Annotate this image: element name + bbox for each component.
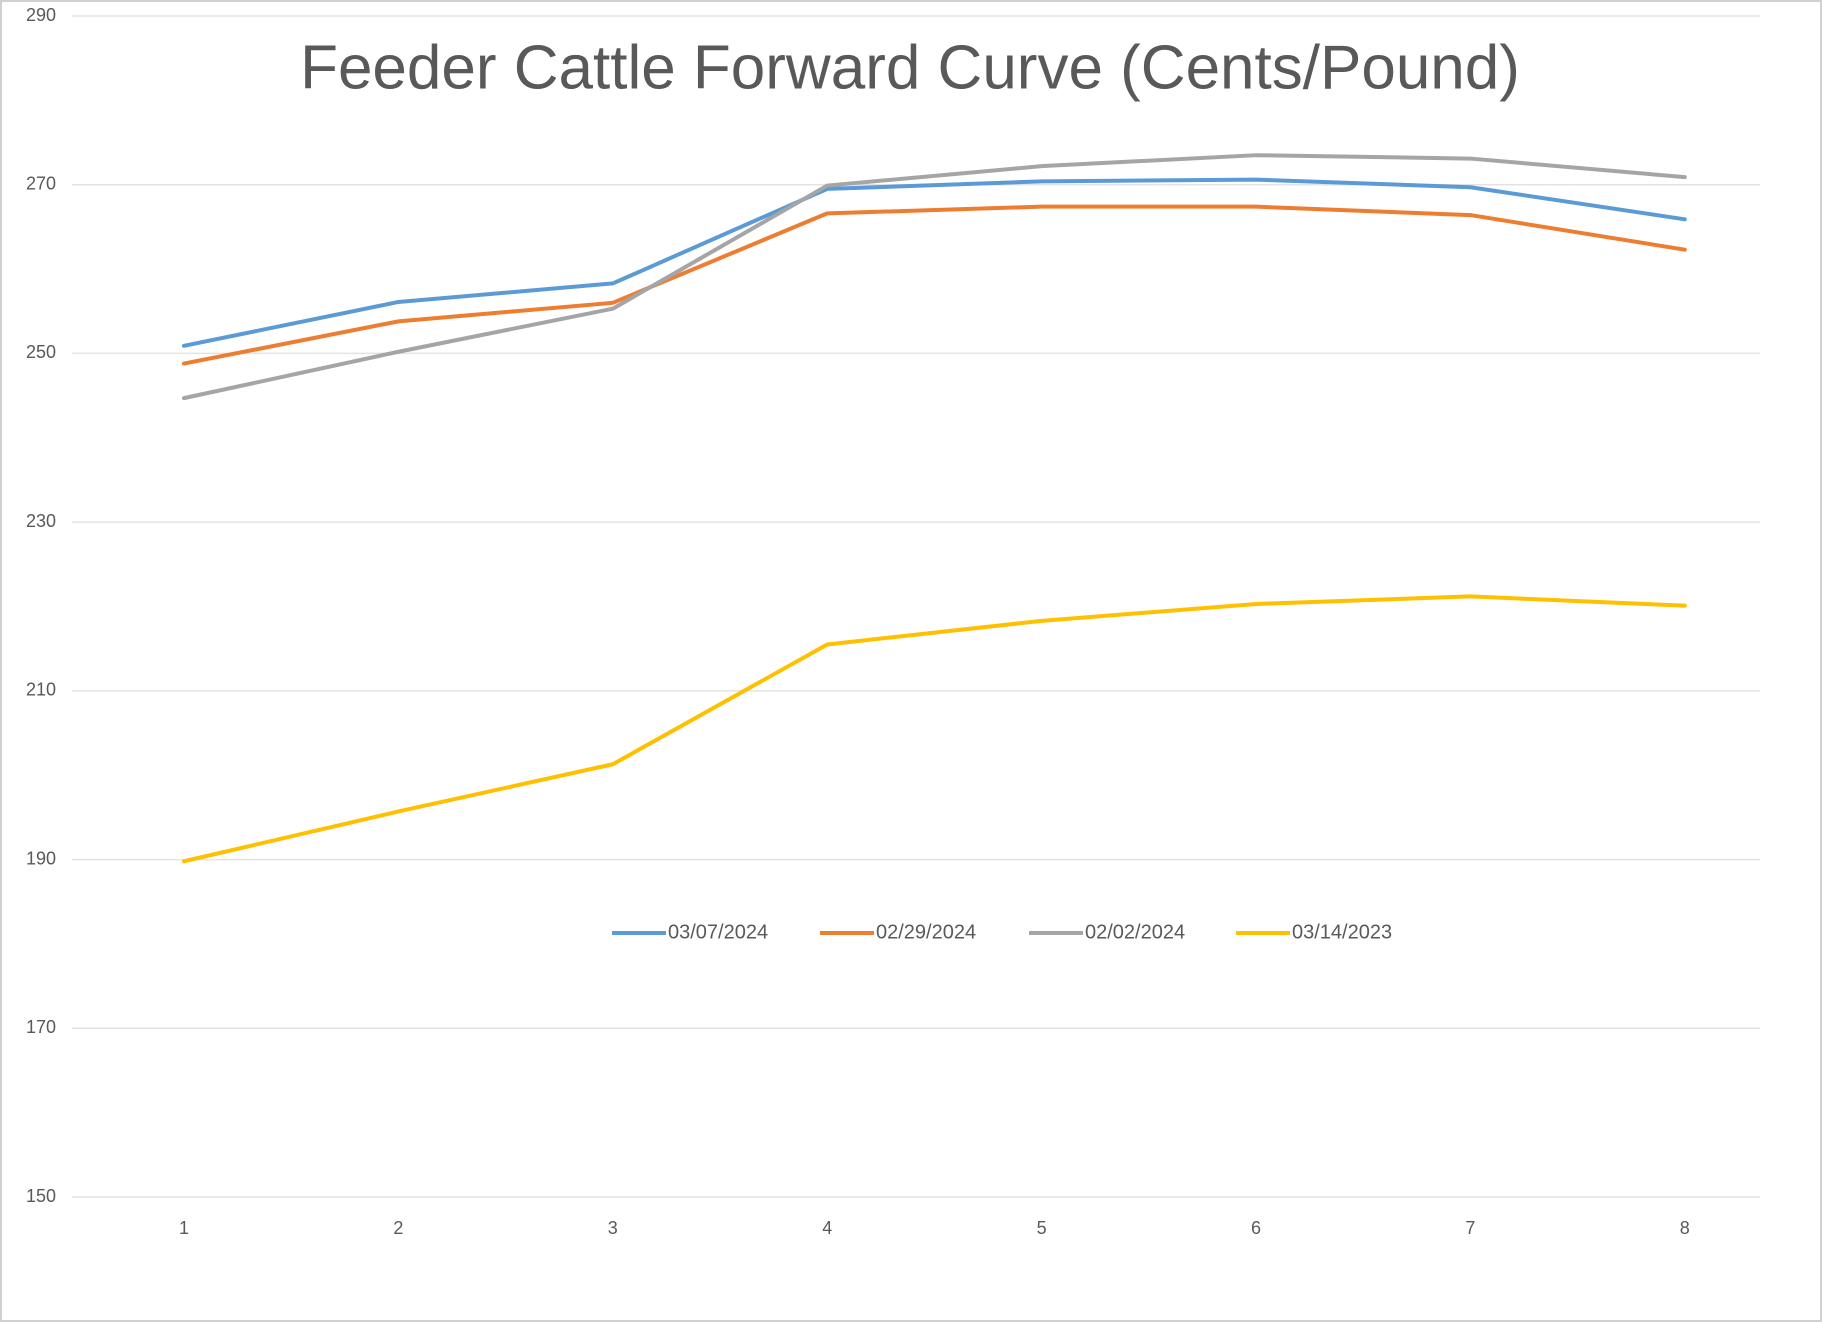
x-tick-label: 6 xyxy=(1251,1218,1261,1238)
x-tick-label: 2 xyxy=(393,1218,403,1238)
chart-title: Feeder Cattle Forward Curve (Cents/Pound… xyxy=(300,33,1520,102)
legend-label: 02/02/2024 xyxy=(1085,921,1185,943)
series-line xyxy=(182,153,1687,401)
x-tick-label: 7 xyxy=(1465,1218,1475,1238)
y-tick-label: 190 xyxy=(26,848,56,868)
x-tick-label: 1 xyxy=(179,1218,189,1238)
y-tick-label: 170 xyxy=(26,1017,56,1037)
legend-label: 03/07/2024 xyxy=(668,921,768,943)
legend-label: 02/29/2024 xyxy=(876,921,976,943)
y-tick-label: 210 xyxy=(26,680,56,700)
y-tick-label: 250 xyxy=(26,342,56,362)
y-tick-label: 290 xyxy=(26,5,56,25)
legend-label: 03/14/2023 xyxy=(1292,921,1392,943)
series-line xyxy=(182,204,1687,366)
series-line xyxy=(182,594,1687,864)
y-tick-label: 230 xyxy=(26,511,56,531)
series-line xyxy=(182,177,1687,348)
y-tick-label: 150 xyxy=(26,1186,56,1206)
x-tick-label: 5 xyxy=(1037,1218,1047,1238)
x-tick-label: 4 xyxy=(822,1218,832,1238)
x-tick-label: 8 xyxy=(1680,1218,1690,1238)
x-tick-label: 3 xyxy=(608,1218,618,1238)
y-tick-label: 270 xyxy=(26,173,56,193)
